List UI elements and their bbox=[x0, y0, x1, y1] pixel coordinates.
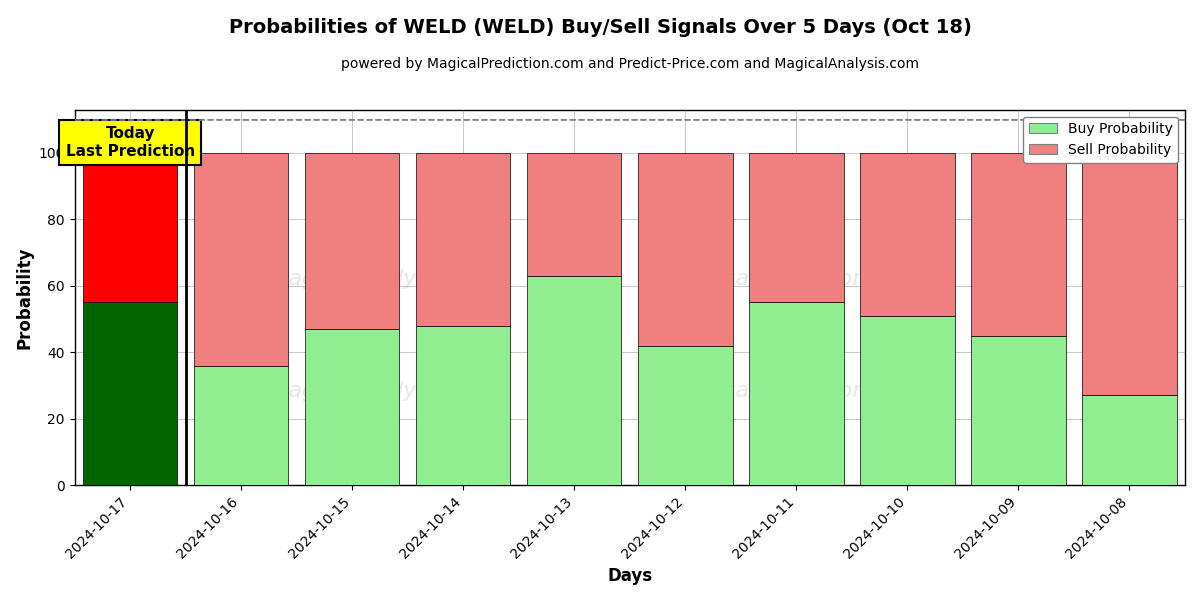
Bar bbox=[83, 153, 178, 302]
Bar bbox=[74, 119, 1186, 153]
Text: MagicalAnalysis.com: MagicalAnalysis.com bbox=[270, 269, 502, 289]
Bar bbox=[860, 153, 955, 316]
Bar bbox=[971, 335, 1066, 485]
Text: Today
Last Prediction: Today Last Prediction bbox=[66, 126, 194, 158]
Bar bbox=[527, 276, 622, 485]
Title: powered by MagicalPrediction.com and Predict-Price.com and MagicalAnalysis.com: powered by MagicalPrediction.com and Pre… bbox=[341, 57, 919, 71]
Text: MagicalPrediction.com: MagicalPrediction.com bbox=[671, 381, 922, 401]
Bar bbox=[194, 365, 288, 485]
Y-axis label: Probability: Probability bbox=[16, 246, 34, 349]
Bar bbox=[971, 153, 1066, 335]
Text: MagicalPrediction.com: MagicalPrediction.com bbox=[671, 269, 922, 289]
Bar bbox=[416, 326, 510, 485]
Bar bbox=[638, 346, 732, 485]
Legend: Buy Probability, Sell Probability: Buy Probability, Sell Probability bbox=[1024, 116, 1178, 163]
Bar bbox=[1082, 395, 1177, 485]
Bar bbox=[860, 316, 955, 485]
Bar bbox=[749, 153, 844, 302]
Bar bbox=[194, 153, 288, 365]
Bar bbox=[1082, 153, 1177, 395]
Bar bbox=[749, 302, 844, 485]
Bar bbox=[416, 153, 510, 326]
Bar bbox=[83, 302, 178, 485]
Bar bbox=[305, 329, 400, 485]
Bar bbox=[527, 153, 622, 276]
X-axis label: Days: Days bbox=[607, 567, 653, 585]
Bar bbox=[305, 153, 400, 329]
Bar bbox=[638, 153, 732, 346]
Text: Probabilities of WELD (WELD) Buy/Sell Signals Over 5 Days (Oct 18): Probabilities of WELD (WELD) Buy/Sell Si… bbox=[228, 18, 972, 37]
Text: MagicalAnalysis.com: MagicalAnalysis.com bbox=[270, 381, 502, 401]
